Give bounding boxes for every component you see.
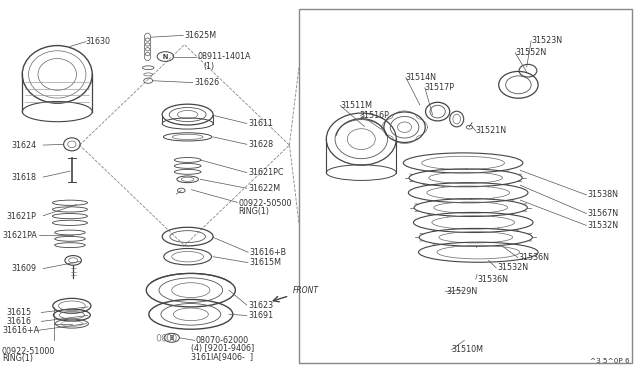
Text: ^3 5^0P 6: ^3 5^0P 6 xyxy=(590,358,630,364)
Text: 31618: 31618 xyxy=(12,173,36,182)
Text: 31529N: 31529N xyxy=(447,287,478,296)
Text: 31624: 31624 xyxy=(12,141,36,150)
Text: 31621PA: 31621PA xyxy=(3,231,37,240)
Text: B: B xyxy=(170,335,174,341)
Text: 31567N: 31567N xyxy=(588,209,619,218)
Text: 31514N: 31514N xyxy=(406,73,437,82)
Text: 31510M: 31510M xyxy=(452,345,484,354)
Text: 31536N: 31536N xyxy=(518,253,549,262)
Text: 3161IA[9406-  ]: 3161IA[9406- ] xyxy=(191,353,253,362)
Text: 08070-62000: 08070-62000 xyxy=(196,336,249,345)
Text: 31622M: 31622M xyxy=(248,184,280,193)
Text: 31517P: 31517P xyxy=(425,83,455,92)
Text: FRONT: FRONT xyxy=(292,286,319,295)
Text: 31628: 31628 xyxy=(248,140,273,149)
Text: 31616+B: 31616+B xyxy=(250,248,287,257)
Text: 31611: 31611 xyxy=(248,119,273,128)
Text: 31521N: 31521N xyxy=(476,126,507,135)
Text: 31626: 31626 xyxy=(194,78,219,87)
Text: 31616: 31616 xyxy=(6,317,31,326)
Text: 31623: 31623 xyxy=(248,301,273,310)
Text: 31532N: 31532N xyxy=(588,221,619,230)
Text: 31552N: 31552N xyxy=(515,48,547,57)
Text: 31615: 31615 xyxy=(6,308,31,317)
Text: RING(1): RING(1) xyxy=(2,355,33,363)
Text: 31538N: 31538N xyxy=(588,190,619,199)
Text: 31621PC: 31621PC xyxy=(248,168,284,177)
Bar xyxy=(299,9,632,363)
Text: 31616+A: 31616+A xyxy=(3,326,40,335)
Text: 08911-1401A: 08911-1401A xyxy=(197,52,251,61)
Text: 31615M: 31615M xyxy=(250,258,282,267)
Text: 31536N: 31536N xyxy=(477,275,508,283)
Text: 00922-51000: 00922-51000 xyxy=(2,347,55,356)
Text: 31511M: 31511M xyxy=(340,101,372,110)
Text: 31532N: 31532N xyxy=(497,263,529,272)
Text: 31609: 31609 xyxy=(12,264,36,273)
Text: (1): (1) xyxy=(204,62,214,71)
Text: 31621P: 31621P xyxy=(6,212,36,221)
Text: 00922-50500: 00922-50500 xyxy=(239,199,292,208)
Text: N: N xyxy=(163,54,168,60)
Text: RING(1): RING(1) xyxy=(239,207,269,216)
Text: 31523N: 31523N xyxy=(531,36,563,45)
Text: 31630: 31630 xyxy=(86,37,111,46)
Text: (4) [9201-9406]: (4) [9201-9406] xyxy=(191,344,254,353)
Text: N: N xyxy=(163,54,168,60)
Text: 31691: 31691 xyxy=(248,311,273,320)
Text: 31516P: 31516P xyxy=(360,111,389,120)
Text: 31625M: 31625M xyxy=(184,31,216,40)
